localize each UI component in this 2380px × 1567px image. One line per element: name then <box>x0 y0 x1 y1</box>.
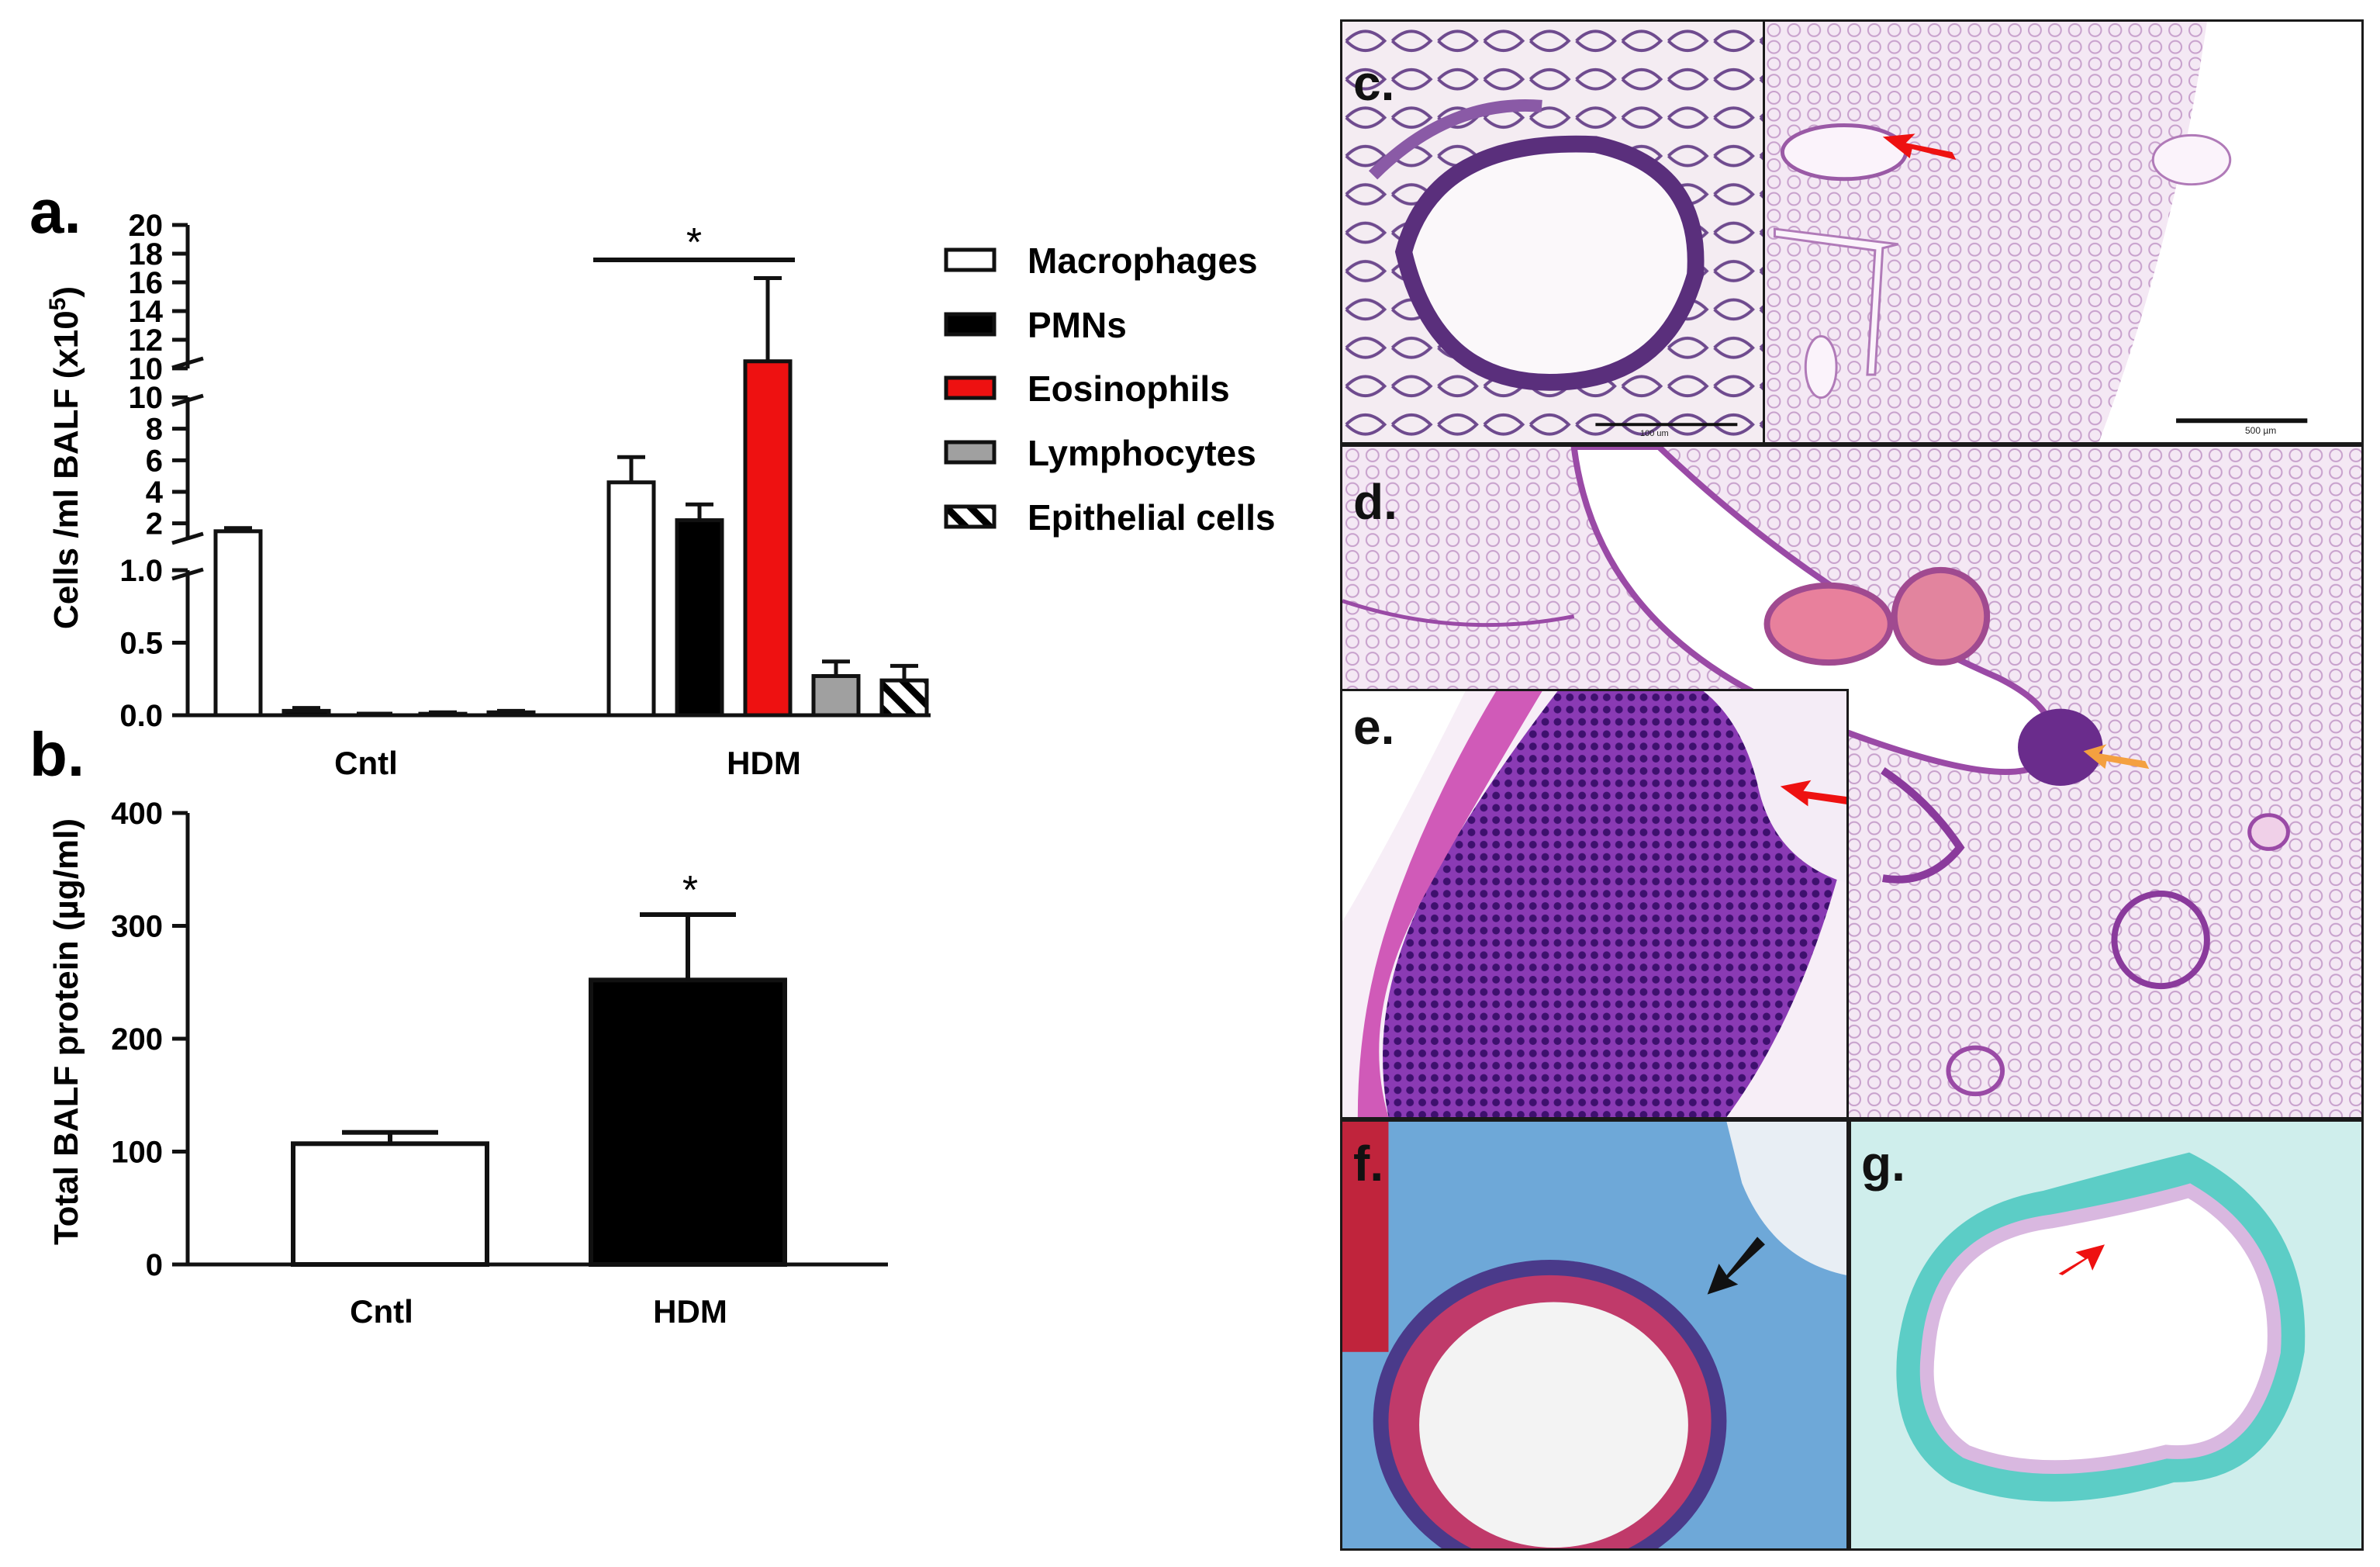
chart-a-xtick-hdm: HDM <box>727 745 801 781</box>
a-high-tick-label: 20 <box>129 209 164 243</box>
legend-swatch-pmns <box>944 312 997 337</box>
panel-a-label: a. <box>29 177 81 246</box>
legend-label-epithelial: Epithelial cells <box>1028 497 1276 538</box>
a-mid-tick-label: 10 <box>129 381 164 415</box>
bar-epithelial-cells-hdm <box>879 678 929 718</box>
panel-e-label: e. <box>1353 699 1395 755</box>
b-tick-label: 200 <box>111 1022 163 1057</box>
chart-a-ylabel: Cells /ml BALF (x105) <box>45 286 86 629</box>
chart-a-bars <box>213 275 929 718</box>
chart-b-ticks: 0 100 200 300 400 <box>111 797 188 1282</box>
legend-label-lymphocytes: Lymphocytes <box>1028 433 1256 473</box>
b-tick-label: 100 <box>111 1136 163 1170</box>
legend-swatch-epithelial <box>944 504 997 529</box>
red-arrow-icon <box>2058 1244 2105 1275</box>
a-low-tick-label: 0.0 <box>119 699 163 733</box>
chart-a-significance-star: * <box>686 220 702 265</box>
legend-label-eosinophils: Eosinophils <box>1028 368 1230 409</box>
b-tick-label: 0 <box>146 1248 163 1282</box>
a-mid-tick-label: 8 <box>146 413 163 447</box>
a-mid-tick-label: 4 <box>146 476 164 510</box>
orange-arrow-icon <box>2083 744 2150 770</box>
red-arrow-icon <box>1780 780 1846 807</box>
bar-macrophages-cntl <box>213 529 263 718</box>
black-arrow-icon <box>1707 1237 1765 1295</box>
charts-svg: a. Cells /ml BALF (x105) 0.00.51.0246810… <box>29 177 1276 1330</box>
histology-image-e <box>1340 689 1849 1119</box>
legend-swatch-macrophages <box>944 247 997 272</box>
panel-d-label: d. <box>1353 474 1397 530</box>
legend-swatch-eosinophils <box>944 375 997 400</box>
a-low-tick-label: 1.0 <box>119 554 163 588</box>
histology-image-f <box>1340 1119 1849 1551</box>
a-high-tick-label: 12 <box>129 323 164 358</box>
chart-b-xtick-hdm: HDM <box>653 1293 727 1330</box>
histology-inset-c <box>1340 19 1765 445</box>
a-high-tick-label: 18 <box>129 237 164 272</box>
bar-lymphocytes-hdm <box>811 674 861 718</box>
legend-swatch-lymphocytes <box>944 440 997 465</box>
chart-b-xtick-cntl: Cntl <box>350 1293 413 1330</box>
chart-b-ylabel: Total BALF protein (µg/ml) <box>47 818 85 1245</box>
scale-label-c-main: 500 µm <box>2245 425 2277 436</box>
a-mid-tick-label: 6 <box>146 444 163 478</box>
chart-a-xtick-cntl: Cntl <box>334 745 398 781</box>
histology-image-g <box>1849 1119 2364 1551</box>
a-high-tick-label: 10 <box>129 352 164 386</box>
a-high-tick-label: 16 <box>129 266 164 300</box>
a-high-tick-label: 14 <box>129 295 164 329</box>
panel-f-label: f. <box>1353 1136 1384 1192</box>
b-tick-label: 400 <box>111 797 163 831</box>
chart-a-axes <box>171 225 931 718</box>
bar-pmns-cntl <box>282 708 331 718</box>
scale-label-c-inset: 100 um <box>1640 429 1669 438</box>
chart-b-significance-star: * <box>682 868 698 913</box>
panel-c-label: c. <box>1353 55 1395 111</box>
panel-g-label: g. <box>1861 1136 1905 1192</box>
red-arrow-icon <box>1882 133 1957 161</box>
b-tick-label: 300 <box>111 910 163 944</box>
bar-eosinophils-hdm <box>743 359 793 718</box>
chart-a-legend: Macrophages PMNs Eosinophils Lymphocytes… <box>944 240 1276 538</box>
chart-b-bars <box>291 911 787 1267</box>
legend-label-macrophages: Macrophages <box>1028 240 1258 281</box>
bar-pmns-hdm <box>675 518 724 718</box>
bar-protein-cntl <box>291 1141 489 1267</box>
a-mid-tick-label: 2 <box>146 507 163 541</box>
panel-b-label: b. <box>29 720 85 789</box>
legend-label-pmns: PMNs <box>1028 305 1127 345</box>
bar-protein-hdm <box>589 977 787 1267</box>
bar-macrophages-hdm <box>606 480 656 718</box>
a-low-tick-label: 0.5 <box>119 627 163 661</box>
